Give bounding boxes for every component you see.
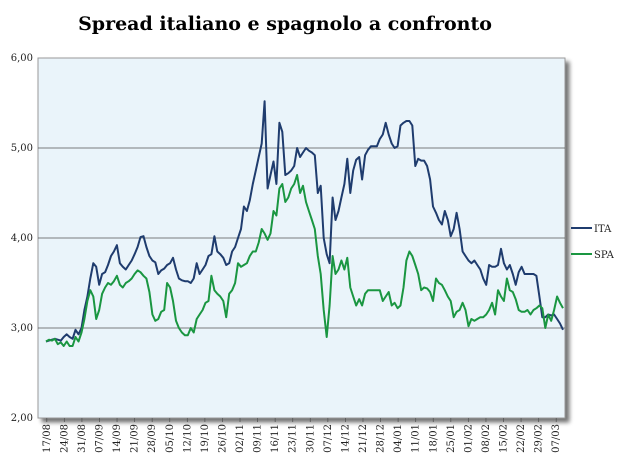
- x-tick-label: 08/02: [481, 424, 492, 453]
- grid-lines: [38, 147, 565, 329]
- x-tick-label: 18/01: [428, 424, 439, 453]
- x-tick-label: 12/10: [182, 424, 193, 453]
- y-axis: 2,00 3,00 4,00 5,00 6,00: [11, 53, 33, 424]
- chart-title: Spread italiano e spagnolo a confronto: [78, 13, 492, 35]
- x-tick-label: 26/10: [217, 424, 228, 453]
- series-line-spa: [45, 174, 564, 347]
- y-tick-label: 5,00: [11, 143, 33, 154]
- x-tick-label: 07/09: [94, 424, 105, 453]
- x-tick-label: 07/12: [323, 424, 334, 453]
- x-tick-label: 16/11: [270, 424, 281, 453]
- y-tick-label: 6,00: [11, 53, 33, 64]
- x-tick-label: 19/10: [200, 424, 211, 453]
- x-tick-label: 23/11: [288, 424, 299, 453]
- x-tick-label: 24/08: [59, 424, 70, 453]
- x-tick-label: 25/01: [446, 424, 457, 453]
- y-tick-label: 3,00: [11, 323, 33, 334]
- series-line-ita: [45, 100, 564, 343]
- x-tick-label: 14/09: [112, 424, 123, 453]
- legend-label-spa: SPA: [594, 250, 615, 261]
- y-tick-label: 4,00: [11, 233, 33, 244]
- x-tick-label: 21/09: [130, 424, 141, 453]
- x-tick-label: 11/01: [411, 424, 422, 453]
- x-tick-label: 21/12: [358, 424, 369, 453]
- x-tick-label: 15/02: [499, 424, 510, 453]
- legend-label-ita: ITA: [594, 224, 612, 235]
- x-axis: 17/08 24/08 31/08 07/09 14/09 21/09 28/09 05/10…: [42, 418, 562, 453]
- x-tick-label: 17/08: [42, 424, 53, 453]
- legend: ITA SPA: [571, 224, 615, 261]
- x-tick-label: 30/11: [305, 424, 316, 453]
- x-tick-label: 22/02: [516, 424, 527, 453]
- x-tick-label: 07/03: [551, 424, 562, 453]
- x-tick-label: 29/02: [534, 424, 545, 453]
- x-tick-label: 02/11: [235, 424, 246, 453]
- x-tick-label: 05/10: [165, 424, 176, 453]
- y-tick-label: 2,00: [11, 413, 33, 424]
- x-tick-label: 04/01: [393, 424, 404, 453]
- x-tick-label: 28/12: [376, 424, 387, 453]
- x-tick-label: 28/09: [147, 424, 158, 453]
- x-tick-label: 14/12: [340, 424, 351, 453]
- x-tick-label: 09/11: [253, 424, 264, 453]
- series-lines: [45, 100, 564, 347]
- x-tick-label: 31/08: [77, 424, 88, 453]
- x-tick-label: 01/02: [463, 424, 474, 453]
